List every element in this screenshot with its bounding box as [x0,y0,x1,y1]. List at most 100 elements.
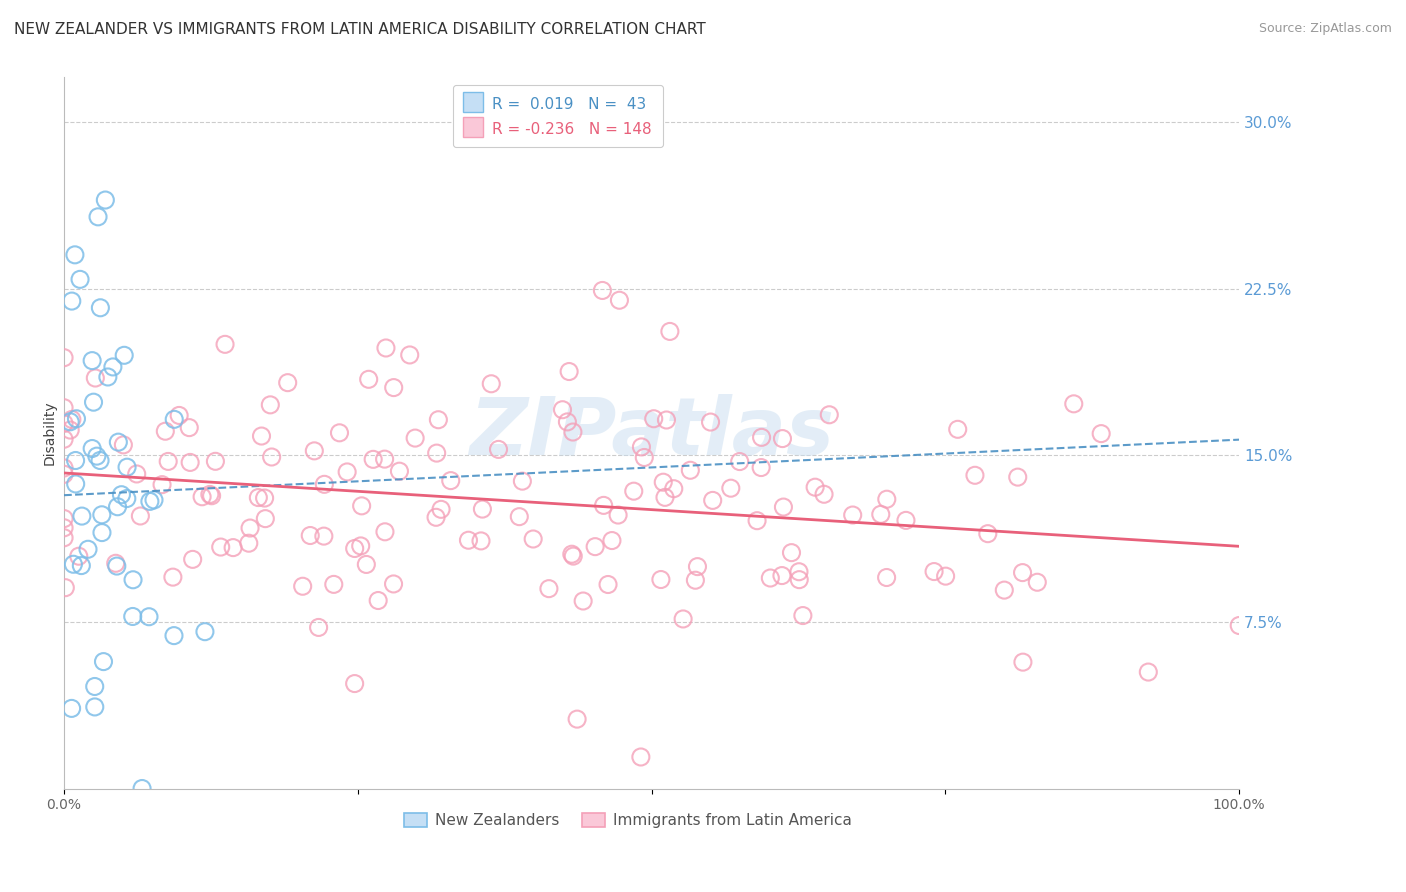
Point [53,511,76,525]
Point [304,443,326,458]
Point [382,381,405,395]
Point [97,370,120,384]
Point [125,467,148,481]
Point [350,499,373,513]
Point [101,359,124,374]
Point [53,521,76,535]
Point [655,413,678,427]
Point [751,430,773,444]
Point [322,577,344,591]
Point [609,293,631,308]
Point [702,493,724,508]
Point [198,487,221,501]
Point [53,467,76,482]
Point [201,489,224,503]
Point [600,533,623,548]
Point [260,450,283,464]
Point [60,294,83,309]
Point [60,701,83,715]
Point [112,348,135,362]
Point [728,454,751,468]
Point [129,508,152,523]
Point [633,450,655,465]
Point [361,452,384,467]
Point [209,540,232,554]
Point [314,477,336,491]
Point [60,412,83,426]
Point [131,781,153,796]
Point [67,549,90,564]
Point [686,559,709,574]
Text: Source: ZipAtlas.com: Source: ZipAtlas.com [1258,22,1392,36]
Point [869,508,891,522]
Point [841,508,863,522]
Point [65,477,87,491]
Point [662,482,685,496]
Point [89,301,111,315]
Point [115,460,138,475]
Point [374,452,396,467]
Point [787,565,810,579]
Point [162,570,184,584]
Point [720,481,742,495]
Point [277,376,299,390]
Point [83,395,105,409]
Point [343,676,366,690]
Point [357,372,380,386]
Point [374,524,396,539]
Point [440,474,463,488]
Point [404,431,426,445]
Point [239,521,262,535]
Point [993,583,1015,598]
Point [299,528,322,542]
Point [191,490,214,504]
Point [250,429,273,443]
Point [630,750,652,764]
Point [427,413,450,427]
Point [150,477,173,491]
Point [53,531,76,545]
Point [772,500,794,514]
Point [90,508,112,522]
Point [977,526,1000,541]
Point [780,546,803,560]
Point [813,487,835,501]
Point [1012,655,1035,669]
Point [82,442,104,456]
Point [87,210,110,224]
Point [488,442,510,457]
Point [179,420,201,434]
Point [65,453,87,467]
Point [558,365,581,379]
Point [163,629,186,643]
Point [69,272,91,286]
Point [70,558,93,573]
Point [818,408,841,422]
Point [105,559,128,574]
Point [457,533,479,548]
Point [91,525,114,540]
Point [155,424,177,438]
Point [86,449,108,463]
Point [430,502,453,516]
Point [62,558,84,572]
Point [53,581,76,595]
Point [139,494,162,508]
Point [382,577,405,591]
Point [572,594,595,608]
Point [792,608,814,623]
Point [596,577,619,591]
Point [77,542,100,557]
Point [350,539,373,553]
Point [565,712,588,726]
Point [194,624,217,639]
Point [63,248,86,262]
Point [82,353,104,368]
Point [53,461,76,475]
Point [1011,566,1033,580]
Point [343,541,366,556]
Point [83,700,105,714]
Point [512,474,534,488]
Point [115,491,138,506]
Point [107,500,129,514]
